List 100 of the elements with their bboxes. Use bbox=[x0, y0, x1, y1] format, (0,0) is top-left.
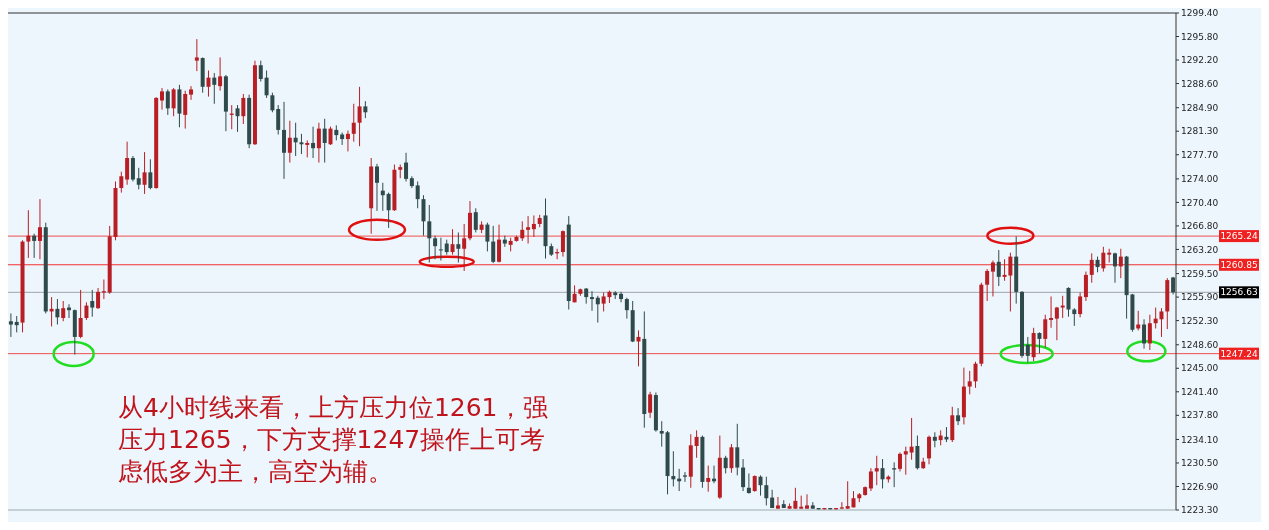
y-tick-label: 1230.50 bbox=[1181, 458, 1219, 469]
candlestick bbox=[328, 126, 333, 146]
candlestick bbox=[345, 130, 350, 152]
candlestick bbox=[165, 88, 170, 116]
candlestick bbox=[1037, 331, 1042, 354]
candlestick bbox=[985, 268, 990, 302]
ref-line-label: 1247.24 bbox=[1220, 348, 1258, 359]
candlestick bbox=[996, 249, 1001, 287]
candlestick bbox=[1078, 292, 1083, 318]
candlestick bbox=[1066, 286, 1071, 318]
y-tick-label: 1255.90 bbox=[1181, 292, 1219, 303]
candlestick bbox=[595, 295, 600, 324]
candlestick bbox=[299, 133, 304, 155]
ref-line-label: 1256.63 bbox=[1220, 287, 1258, 298]
y-tick-label: 1263.20 bbox=[1181, 244, 1219, 255]
candlestick bbox=[531, 214, 536, 238]
candlestick bbox=[1112, 252, 1117, 284]
y-tick-label: 1259.50 bbox=[1181, 268, 1219, 279]
y-tick-label: 1252.30 bbox=[1181, 315, 1219, 326]
candlestick bbox=[880, 458, 885, 489]
ref-line-label: 1265.24 bbox=[1220, 231, 1258, 242]
candlestick bbox=[148, 158, 153, 190]
candlestick bbox=[967, 370, 972, 395]
candlestick bbox=[235, 104, 240, 133]
candlestick bbox=[897, 452, 902, 472]
y-tick-label: 1245.00 bbox=[1181, 363, 1219, 374]
candlestick bbox=[142, 151, 147, 195]
candlestick bbox=[37, 198, 42, 260]
y-tick-label: 1284.90 bbox=[1181, 102, 1219, 113]
candlestick bbox=[189, 85, 194, 101]
candlestick bbox=[1159, 307, 1164, 338]
candlestick bbox=[956, 407, 961, 426]
candlestick bbox=[805, 493, 810, 510]
y-tick-label: 1234.10 bbox=[1181, 434, 1219, 445]
candlestick bbox=[450, 228, 455, 256]
candlestick bbox=[206, 69, 211, 98]
candlestick bbox=[462, 223, 467, 272]
candlestick bbox=[590, 290, 594, 312]
candlestick bbox=[357, 86, 362, 147]
annotation: 从4小时线来看，上方压力位1261，强压力1265，下方支撑1247操作上可考虑低多为主，高空为辅。 bbox=[118, 393, 548, 486]
candlestick bbox=[55, 298, 60, 326]
y-tick-label: 1274.00 bbox=[1181, 174, 1219, 185]
candlestick bbox=[90, 289, 95, 318]
candlestick bbox=[758, 474, 763, 497]
candlestick bbox=[159, 87, 164, 111]
candlestick bbox=[316, 122, 321, 164]
y-tick-label: 1277.70 bbox=[1181, 149, 1219, 160]
candlestick bbox=[456, 231, 461, 263]
candlestick bbox=[96, 287, 101, 310]
candlestick bbox=[26, 209, 31, 259]
candlestick bbox=[682, 471, 687, 483]
candlestick bbox=[194, 38, 199, 72]
candlestick bbox=[915, 435, 920, 471]
candlestick bbox=[119, 171, 124, 194]
candlestick bbox=[276, 104, 281, 135]
candlestick bbox=[473, 207, 478, 233]
candlestick bbox=[491, 225, 496, 264]
candlestick bbox=[1089, 252, 1094, 284]
candlestick bbox=[636, 329, 641, 367]
y-tick-label: 1237.80 bbox=[1181, 410, 1219, 421]
candlestick bbox=[1118, 248, 1123, 279]
y-tick-label: 1288.60 bbox=[1181, 78, 1219, 89]
candlestick bbox=[415, 181, 420, 209]
candlestick bbox=[32, 233, 37, 259]
candlestick bbox=[212, 72, 217, 105]
candlestick bbox=[241, 93, 246, 125]
candlestick bbox=[903, 446, 908, 476]
candlestick bbox=[421, 194, 426, 237]
candlestick bbox=[868, 467, 873, 492]
candlestick bbox=[874, 455, 879, 486]
candlestick bbox=[125, 141, 130, 186]
candlestick bbox=[741, 458, 746, 492]
candlestick bbox=[270, 92, 275, 113]
candlestick bbox=[990, 260, 995, 297]
candlestick bbox=[136, 167, 141, 190]
y-tick-label: 1295.80 bbox=[1181, 31, 1219, 42]
candlestick bbox=[775, 496, 780, 510]
candlestick bbox=[351, 103, 356, 143]
candlestick bbox=[619, 291, 624, 303]
candlestick bbox=[560, 229, 565, 258]
candlestick bbox=[264, 69, 269, 99]
candlestick bbox=[101, 278, 106, 300]
candlestick bbox=[8, 312, 13, 338]
candlestick bbox=[520, 220, 525, 242]
candlestick bbox=[648, 391, 653, 419]
candlestick bbox=[375, 163, 379, 212]
candlestick bbox=[404, 152, 409, 182]
y-tick-label: 1223.30 bbox=[1181, 505, 1219, 516]
candlestick bbox=[386, 192, 391, 229]
candlestick bbox=[694, 429, 699, 459]
candlestick bbox=[927, 435, 932, 465]
candlestick bbox=[892, 461, 897, 488]
candlestick bbox=[909, 417, 914, 461]
candlestick bbox=[78, 289, 83, 339]
candlestick bbox=[1054, 306, 1059, 341]
candlestick bbox=[1147, 314, 1152, 351]
candlestick bbox=[130, 155, 135, 182]
candlestick bbox=[526, 215, 531, 245]
y-tick-label: 1281.30 bbox=[1181, 126, 1219, 137]
candlestick bbox=[1083, 271, 1088, 302]
